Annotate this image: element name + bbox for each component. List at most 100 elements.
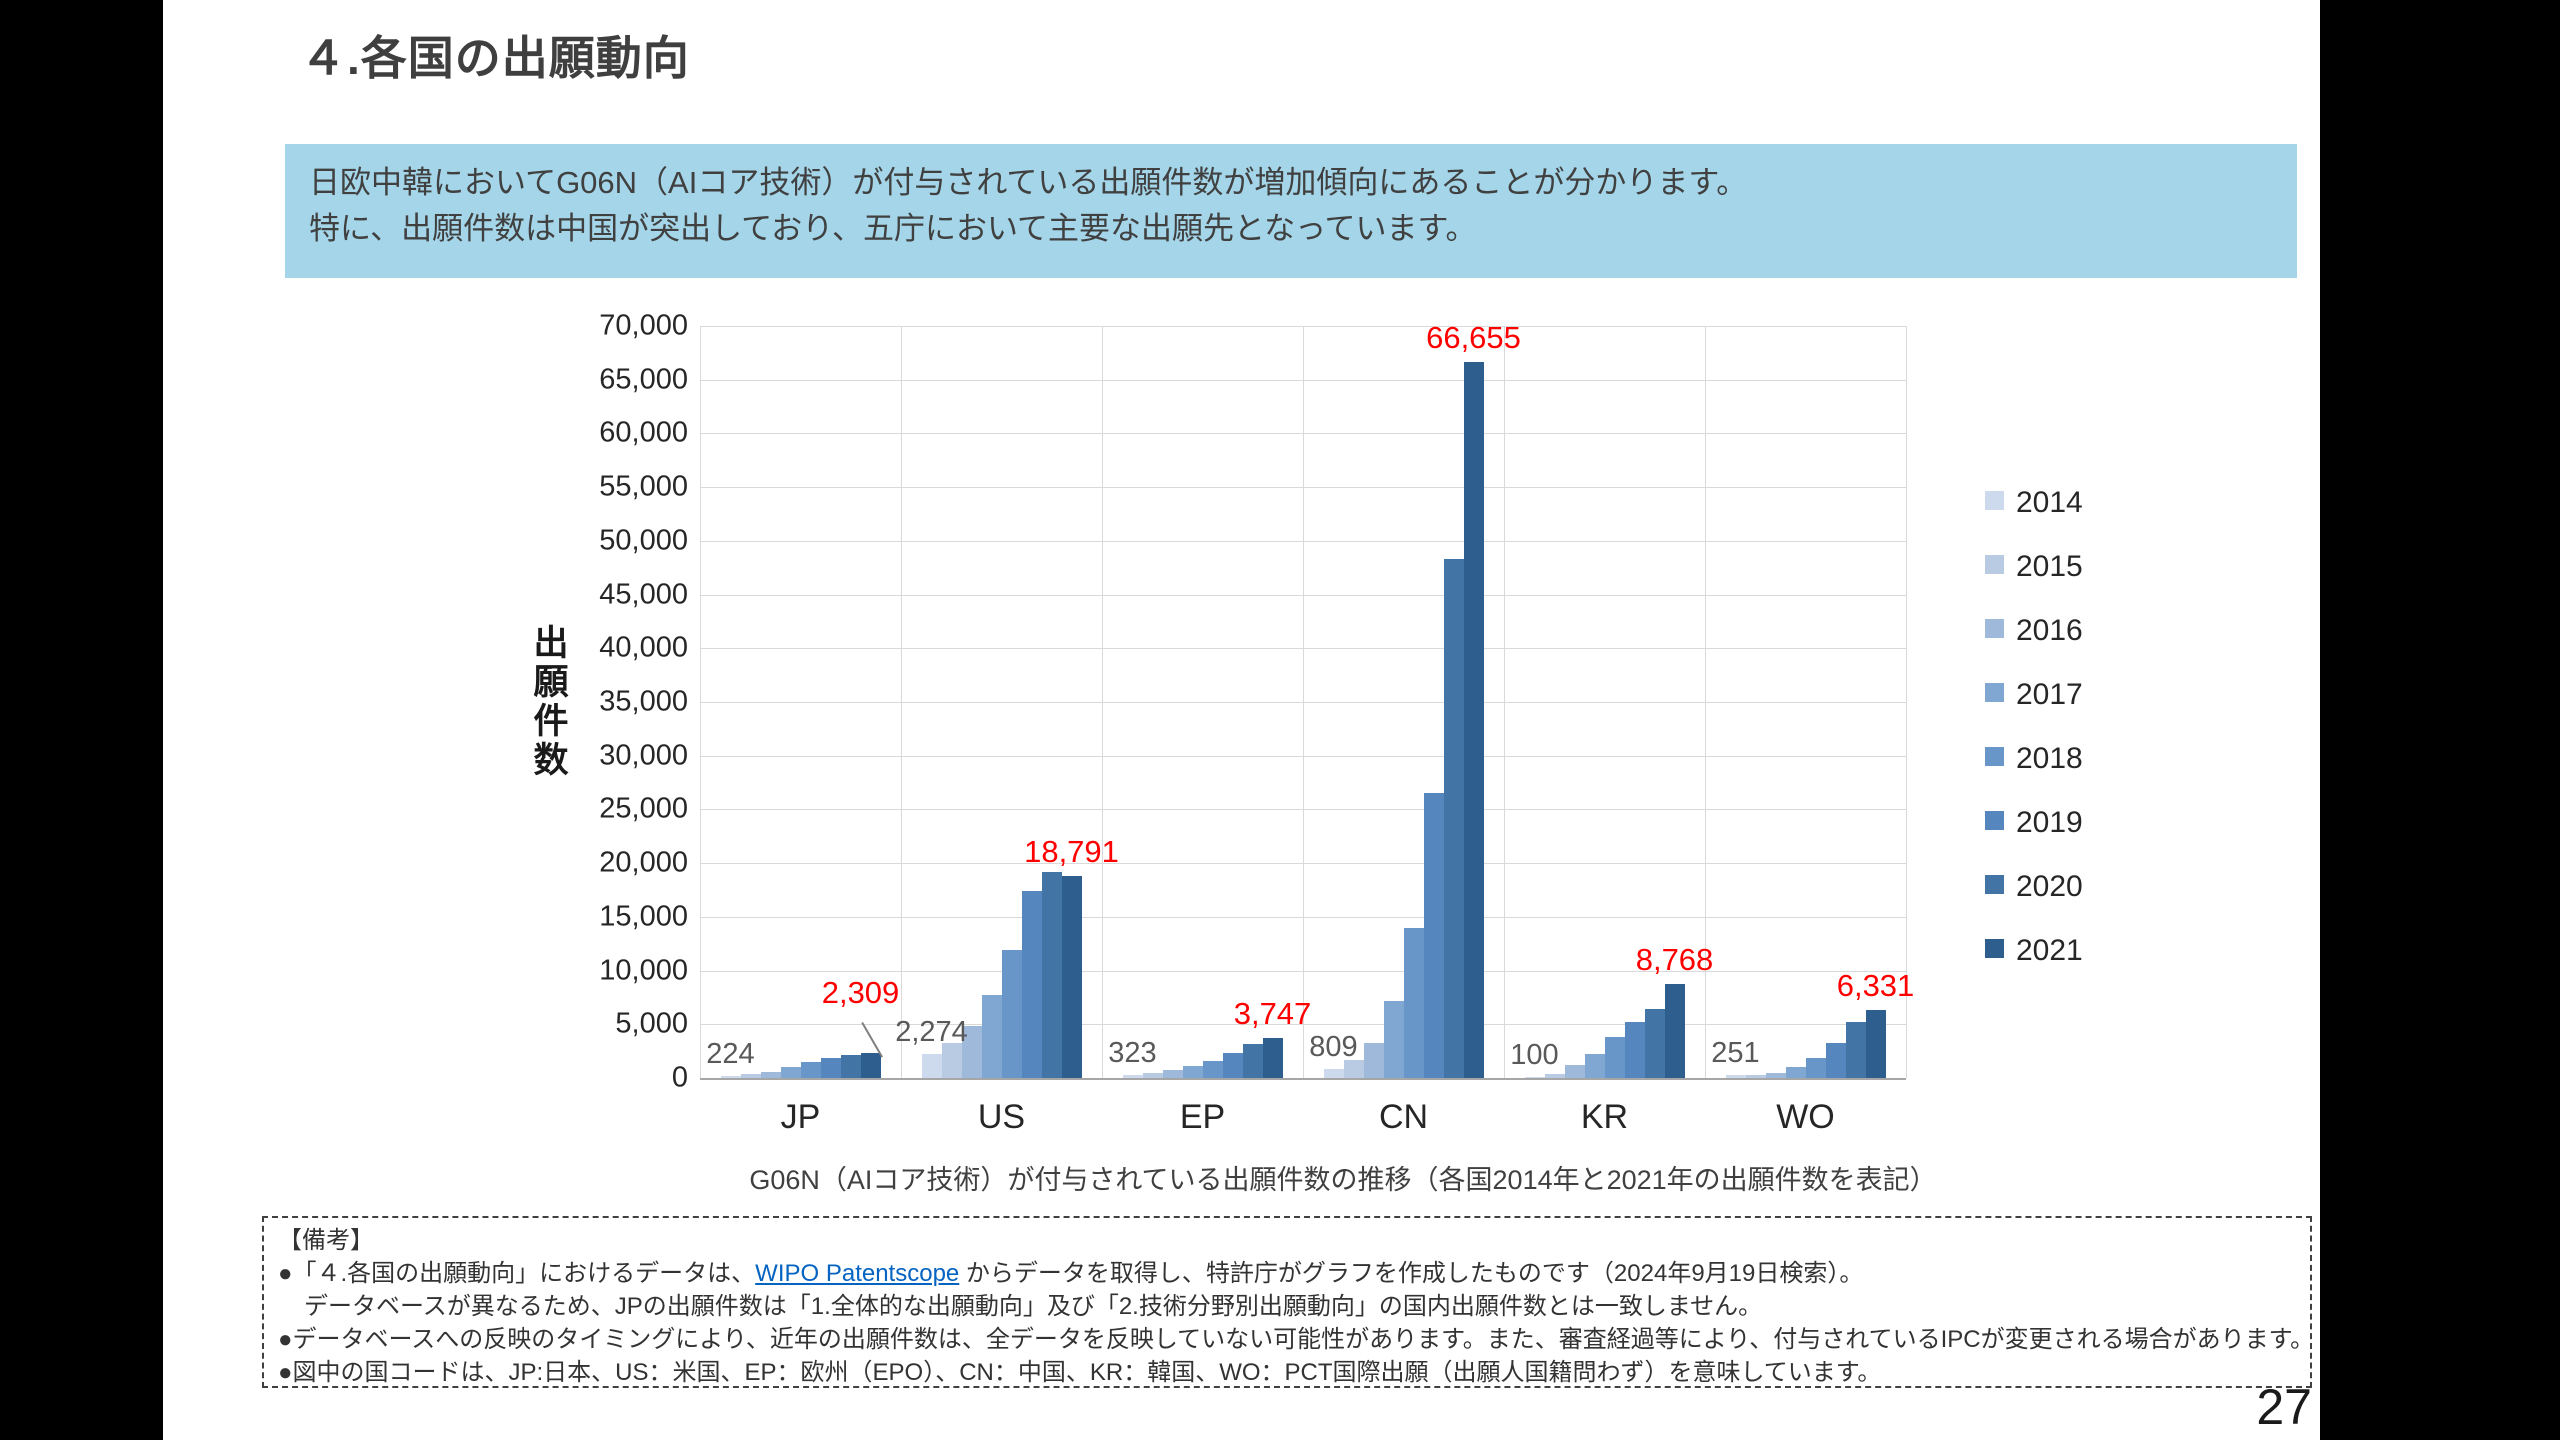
bar-chart: 0 5,000 10,000 15,000 20,000 25,000 30,000 35,0… [163,0,2320,1210]
category-separator-line [1906,326,1907,1078]
bar-EP-2015 [1142,1073,1163,1078]
summary-line-2: 特に、出願件数は中国が突出しており、五庁において主要な出願先となっています。 [309,211,1477,246]
legend-swatch-2014 [1985,491,2004,510]
legend-swatch-2017 [1985,683,2004,702]
legend-swatch-2015 [1985,555,2004,574]
bar-JP-2014 [720,1075,741,1078]
bar-KR-2015 [1544,1073,1565,1078]
bar-JP-2017 [780,1067,801,1078]
legend-item-2019: 2019 [1985,806,2145,839]
legend-swatch-2016 [1985,619,2004,638]
label-2014-JP: 224 [706,1037,755,1070]
y-axis-tick-label: 10,000 [599,954,688,987]
bar-KR-2021 [1664,983,1685,1078]
x-axis-line [700,1078,1906,1080]
bar-US-2021 [1061,876,1082,1078]
y-axis-tick-label: 0 [671,1061,688,1094]
bar-WO-2014 [1725,1075,1746,1078]
notes-box: 【備考】 ●「４.各国の出願動向」におけるデータは、WIPO Patentsco… [262,1216,2312,1388]
legend-label-2014: 2014 [2016,486,2083,519]
label-2021-KR: 8,768 [1635,941,1714,977]
legend-swatch-2021 [1985,939,2004,958]
bar-KR-2016 [1564,1065,1585,1078]
legend-item-2014: 2014 [1985,486,2145,519]
bar-CN-2017 [1383,1000,1404,1078]
label-2014-US: 2,274 [895,1015,968,1048]
bar-KR-2014 [1524,1076,1545,1078]
y-axis-tick-label: 25,000 [599,792,688,825]
bar-US-2015 [941,1042,962,1078]
bar-CN-2021 [1463,361,1484,1078]
category-separator-line [1705,326,1706,1078]
y-axis-tick-label: 50,000 [599,524,688,557]
legend-item-2015: 2015 [1985,550,2145,583]
notes-database-line: データベースが異なるため、JPの出願件数は「1.全体的な出願動向」及び「2.技術… [304,1293,1763,1320]
y-axis-tick-label: 35,000 [599,685,688,718]
bar-WO-2019 [1825,1042,1846,1078]
bar-EP-2018 [1202,1060,1223,1078]
category-separator-line [1504,326,1505,1078]
legend-label-2018: 2018 [2016,742,2083,775]
bar-CN-2018 [1403,927,1424,1078]
legend-item-2017: 2017 [1985,678,2145,711]
label-2021-US: 18,791 [1024,834,1119,870]
category-separator-line [1102,326,1103,1078]
y-axis-tick-label: 65,000 [599,363,688,396]
bar-JP-2015 [740,1074,761,1078]
wipo-patentscope-link[interactable]: WIPO Patentscope [755,1260,960,1287]
bar-WO-2018 [1805,1057,1826,1078]
x-label-EP: EP [1179,1098,1226,1136]
y-axis-tick-label: 30,000 [599,739,688,772]
legend-swatch-2018 [1985,747,2004,766]
label-2021-EP: 3,747 [1233,995,1312,1031]
bar-CN-2020 [1443,559,1464,1078]
y-axis-tick-label: 40,000 [599,631,688,664]
notes-timing-line: ●データベースへの反映のタイミングにより、近年の出願件数は、全データを反映してい… [278,1326,2312,1353]
x-label-US: US [977,1098,1026,1136]
bar-EP-2021 [1262,1037,1283,1078]
y-axis-tick-label: 15,000 [599,900,688,933]
bar-EP-2016 [1162,1070,1183,1078]
legend-item-2018: 2018 [1985,742,2145,775]
label-2021-CN: 66,655 [1426,319,1521,355]
bar-JP-2019 [820,1057,841,1078]
label-2014-WO: 251 [1711,1037,1760,1070]
legend-swatch-2020 [1985,875,2004,894]
y-axis-tick-label: 55,000 [599,470,688,503]
bar-CN-2015 [1343,1059,1364,1078]
legend-label-2021: 2021 [2016,934,2083,967]
bar-WO-2020 [1845,1022,1866,1078]
legend-label-2015: 2015 [2016,550,2083,583]
bar-JP-2020 [840,1054,861,1078]
x-label-WO: WO [1776,1098,1835,1136]
y-axis-tick-label: 45,000 [599,578,688,611]
legend-swatch-2019 [1985,811,2004,830]
category-separator-line [1303,326,1304,1078]
y-axis-tick-label: 5,000 [615,1007,688,1040]
bar-EP-2017 [1182,1066,1203,1078]
notes-heading: 【備考】 [278,1227,374,1254]
y-axis-tick-label: 20,000 [599,846,688,879]
y-axis-title: 出願件数 [533,624,569,780]
chart-caption: G06N（AIコア技術）が付与されている出願件数の推移（各国2014年と2021… [749,1165,1937,1195]
legend-item-2021: 2021 [1985,934,2145,967]
category-separator-line [901,326,902,1078]
legend-label-2020: 2020 [2016,870,2083,903]
notes-country-codes-line: ●図中の国コードは、JP:日本、US：米国、EP：欧州（EPO）、CN：中国、K… [278,1359,1882,1386]
bar-JP-2021 [860,1053,881,1078]
bar-KR-2019 [1624,1022,1645,1078]
bar-CN-2014 [1323,1069,1344,1078]
bar-US-2017 [981,995,1002,1078]
bar-EP-2014 [1122,1074,1143,1078]
summary-line-1: 日欧中韓においてG06N（AIコア技術）が付与されている出願件数が増加傾向にある… [309,165,1748,200]
legend-item-2020: 2020 [1985,870,2145,903]
x-label-JP: JP [780,1098,821,1136]
legend-item-2016: 2016 [1985,614,2145,647]
x-label-CN: CN [1378,1098,1429,1136]
bar-CN-2019 [1423,793,1444,1078]
label-2014-CN: 809 [1309,1031,1358,1064]
bar-WO-2016 [1765,1072,1786,1078]
bar-US-2014 [921,1053,942,1078]
label-2014-EP: 323 [1108,1036,1157,1069]
